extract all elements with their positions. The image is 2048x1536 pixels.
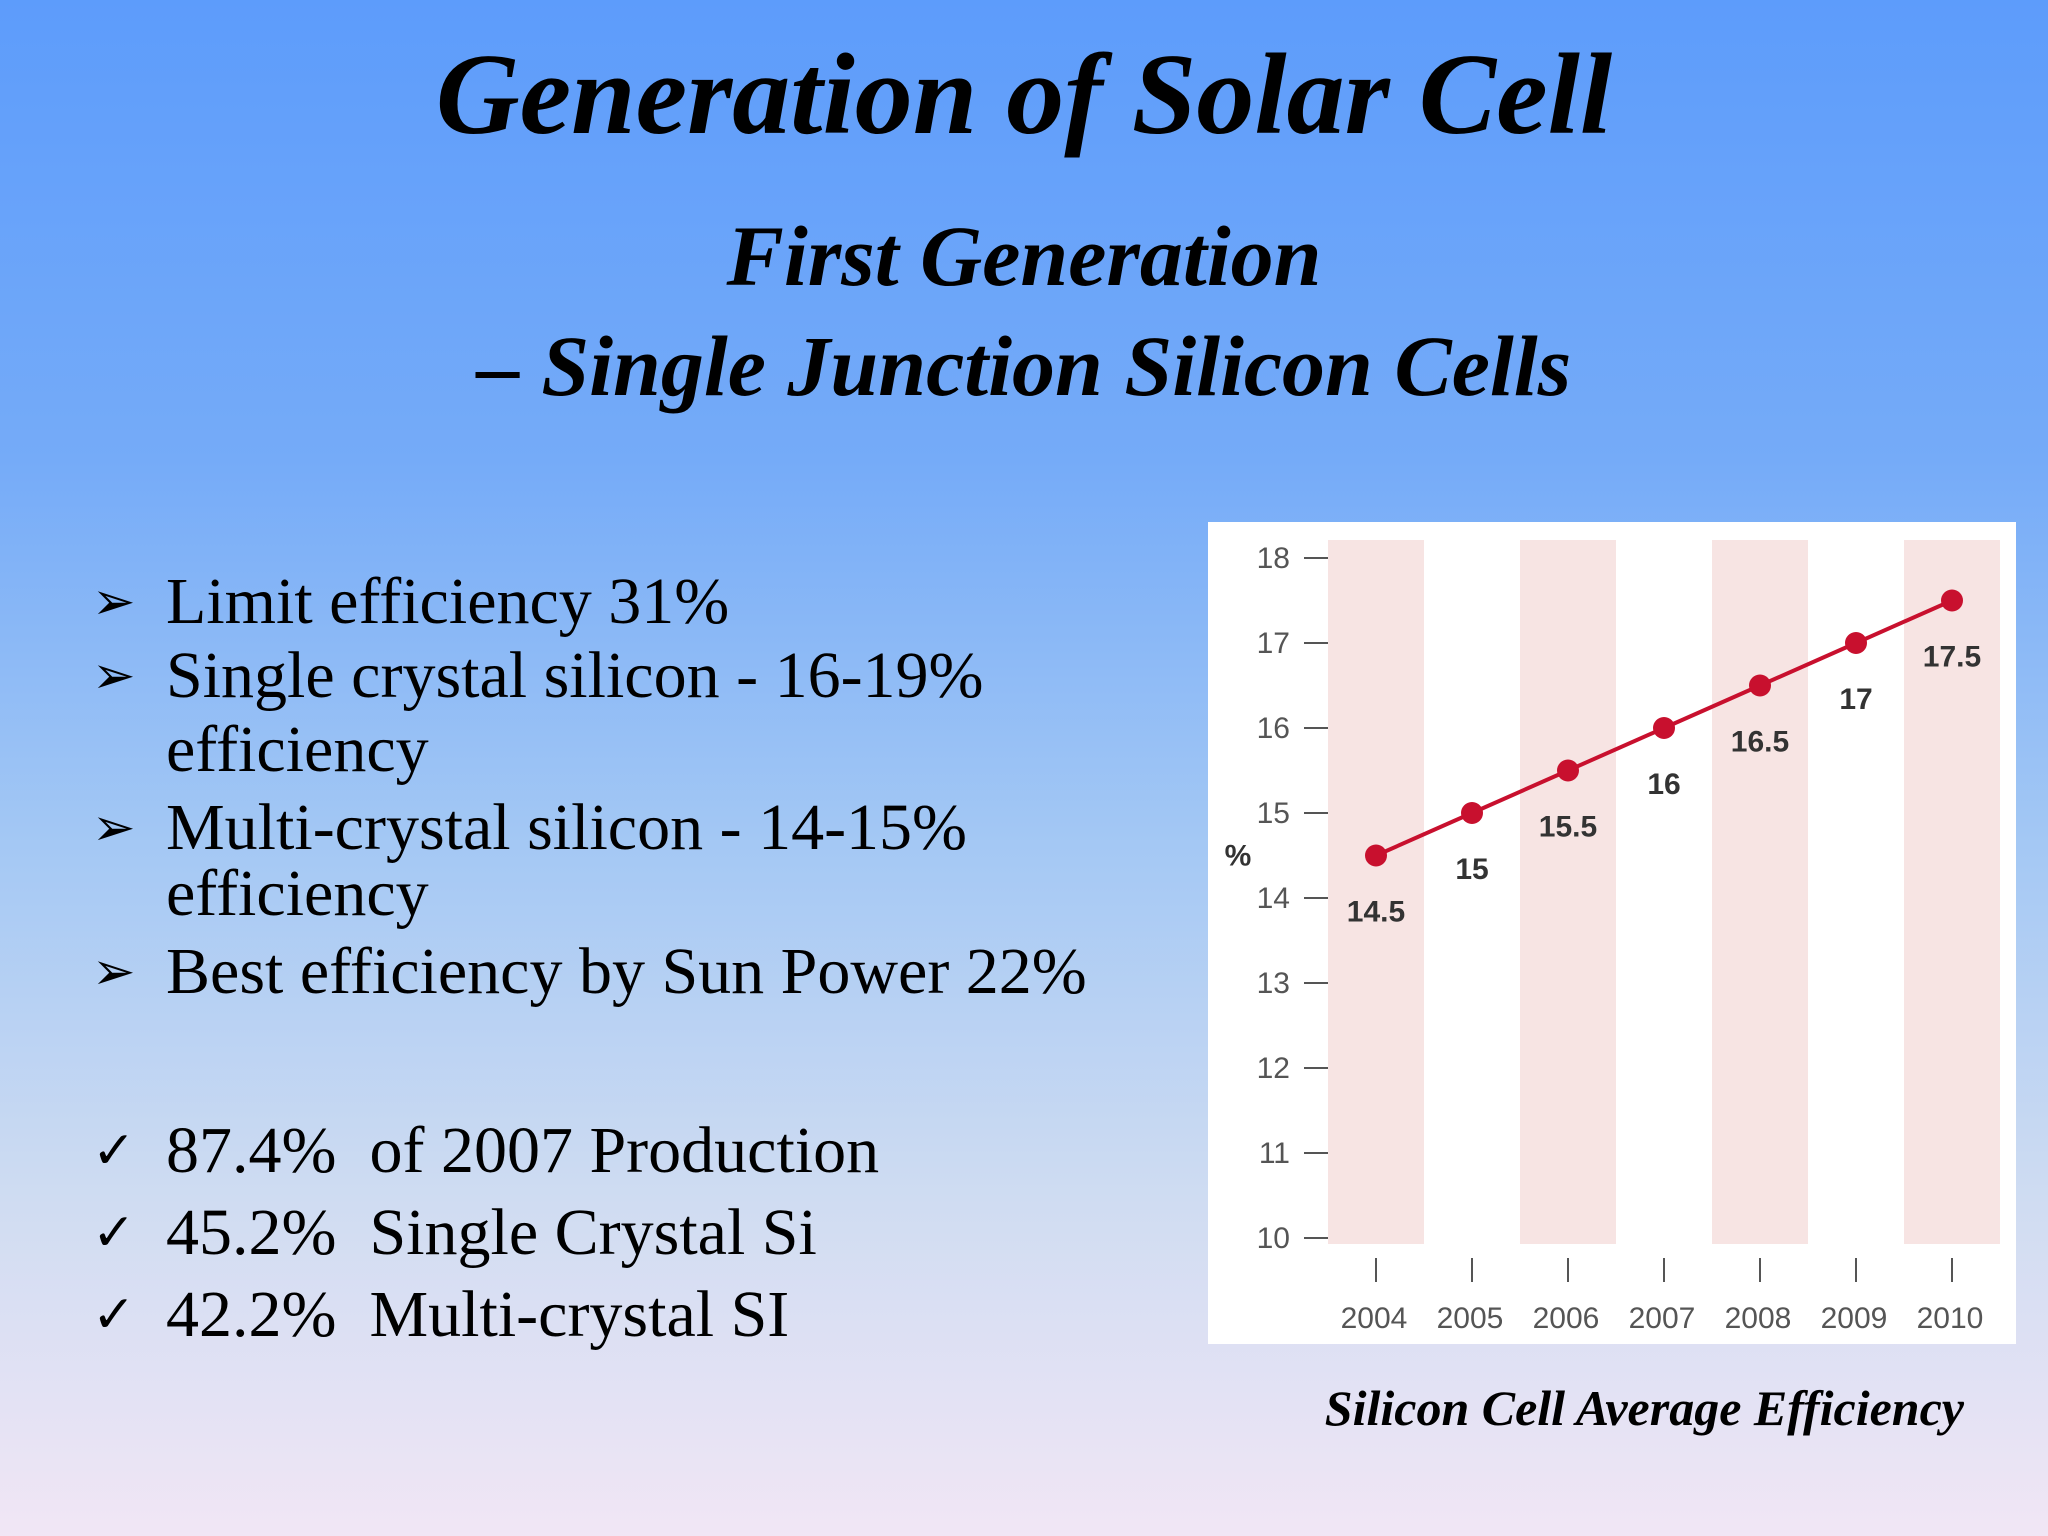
y-tick-label: 17 — [1257, 627, 1290, 660]
y-tick-label: 10 — [1257, 1222, 1290, 1255]
x-tick-label: 2007 — [1629, 1302, 1696, 1335]
checkmark-icon: ✓ — [92, 1285, 136, 1345]
bullet-text: Best efficiency by Sun Power 22% — [166, 935, 1087, 1008]
y-tick-label: 15 — [1257, 797, 1290, 830]
check-value: 45.2% — [166, 1196, 337, 1269]
x-tick-label: 2009 — [1821, 1302, 1888, 1335]
bullet-text: Multi-crystal silicon - 14-15% — [166, 791, 968, 864]
data-label: 14.5 — [1347, 896, 1405, 929]
data-point — [1749, 674, 1771, 697]
arrowhead-bullet-icon: ➢ — [92, 646, 136, 706]
chart-band — [1712, 540, 1808, 1244]
bullet-list: ➢ Limit efficiency 31% ➢ Single crystal … — [92, 565, 1192, 1009]
chart-band — [1904, 540, 2000, 1244]
slide-subtitle-line2: – Single Junction Silicon Cells — [476, 318, 1572, 414]
arrowhead-bullet-icon: ➢ — [92, 942, 136, 1002]
efficiency-chart-svg: 10 11 12 13 14 15 16 17 18% 2004 2005 2006 2007 2008 2… — [1225, 540, 2000, 1335]
bullet-text: Single crystal silicon - 16-19% — [166, 639, 984, 712]
bullet-item: ➢ Single crystal silicon - 16-19% effici… — [92, 639, 1192, 787]
check-list: ✓ 87.4% of 2007 Production ✓ 45.2% Single … — [92, 1110, 1192, 1356]
data-label: 17 — [1839, 683, 1872, 716]
y-tick-label: 14 — [1257, 882, 1290, 915]
checkmark-icon: ✓ — [92, 1121, 136, 1181]
check-text: of 2007 Production — [369, 1114, 880, 1187]
check-value: 87.4% — [166, 1114, 337, 1187]
data-point — [1461, 802, 1483, 824]
data-point — [1365, 844, 1387, 867]
bullet-item: ➢ Limit efficiency 31% — [92, 565, 1192, 639]
check-item: ✓ 42.2% Multi-crystal SI — [92, 1274, 1192, 1356]
data-label: 16.5 — [1731, 726, 1789, 759]
bullet-text: Limit efficiency 31% — [166, 565, 730, 638]
check-item: ✓ 45.2% Single Crystal Si — [92, 1192, 1192, 1274]
bullet-item: ➢ Multi-crystal silicon - 14-15% efficie… — [92, 795, 1192, 927]
data-point — [1653, 717, 1675, 739]
slide-subtitle-line1: First Generation — [726, 208, 1322, 304]
data-point — [1557, 759, 1579, 782]
y-tick-label: 18 — [1257, 542, 1290, 575]
x-tick-label: 2004 — [1341, 1302, 1408, 1335]
x-tick-label: 2008 — [1725, 1302, 1792, 1335]
y-tick-label: 16 — [1257, 712, 1290, 745]
data-point — [1845, 632, 1867, 654]
slide-title: Generation of Solar Cell — [435, 31, 1613, 159]
chart-band — [1520, 540, 1616, 1244]
chart-caption: Silicon Cell Average Efficiency — [1324, 1380, 1964, 1436]
bullet-text-continuation: efficiency — [166, 713, 429, 786]
check-text: Multi-crystal SI — [369, 1278, 790, 1351]
check-value: 42.2% — [166, 1278, 337, 1351]
chart-band — [1328, 540, 1424, 1244]
bullet-text-continuation: efficiency — [166, 857, 429, 930]
data-label: 17.5 — [1923, 641, 1981, 674]
data-label: 15 — [1455, 853, 1488, 886]
bullet-item: ➢ Best efficiency by Sun Power 22% — [92, 935, 1192, 1009]
check-text: Single Crystal Si — [369, 1196, 817, 1269]
data-label: 15.5 — [1539, 811, 1597, 844]
arrowhead-bullet-icon: ➢ — [92, 798, 136, 858]
x-tick-label: 2006 — [1533, 1302, 1600, 1335]
data-label: 16 — [1647, 768, 1680, 801]
efficiency-chart: 10 11 12 13 14 15 16 17 18% 2004 2005 2006 2007 2008 2… — [1208, 522, 2016, 1344]
arrowhead-bullet-icon: ➢ — [92, 572, 136, 632]
check-item: ✓ 87.4% of 2007 Production — [92, 1110, 1192, 1192]
x-tick-label: 2005 — [1437, 1302, 1504, 1335]
y-tick-label: 12 — [1257, 1052, 1290, 1085]
y-tick-label: 11 — [1259, 1137, 1290, 1170]
y-tick-label: 13 — [1257, 967, 1290, 1000]
checkmark-icon: ✓ — [92, 1203, 136, 1263]
x-tick-label: 2010 — [1917, 1302, 1984, 1335]
y-axis-label: % — [1225, 840, 1252, 873]
data-point — [1941, 589, 1963, 612]
